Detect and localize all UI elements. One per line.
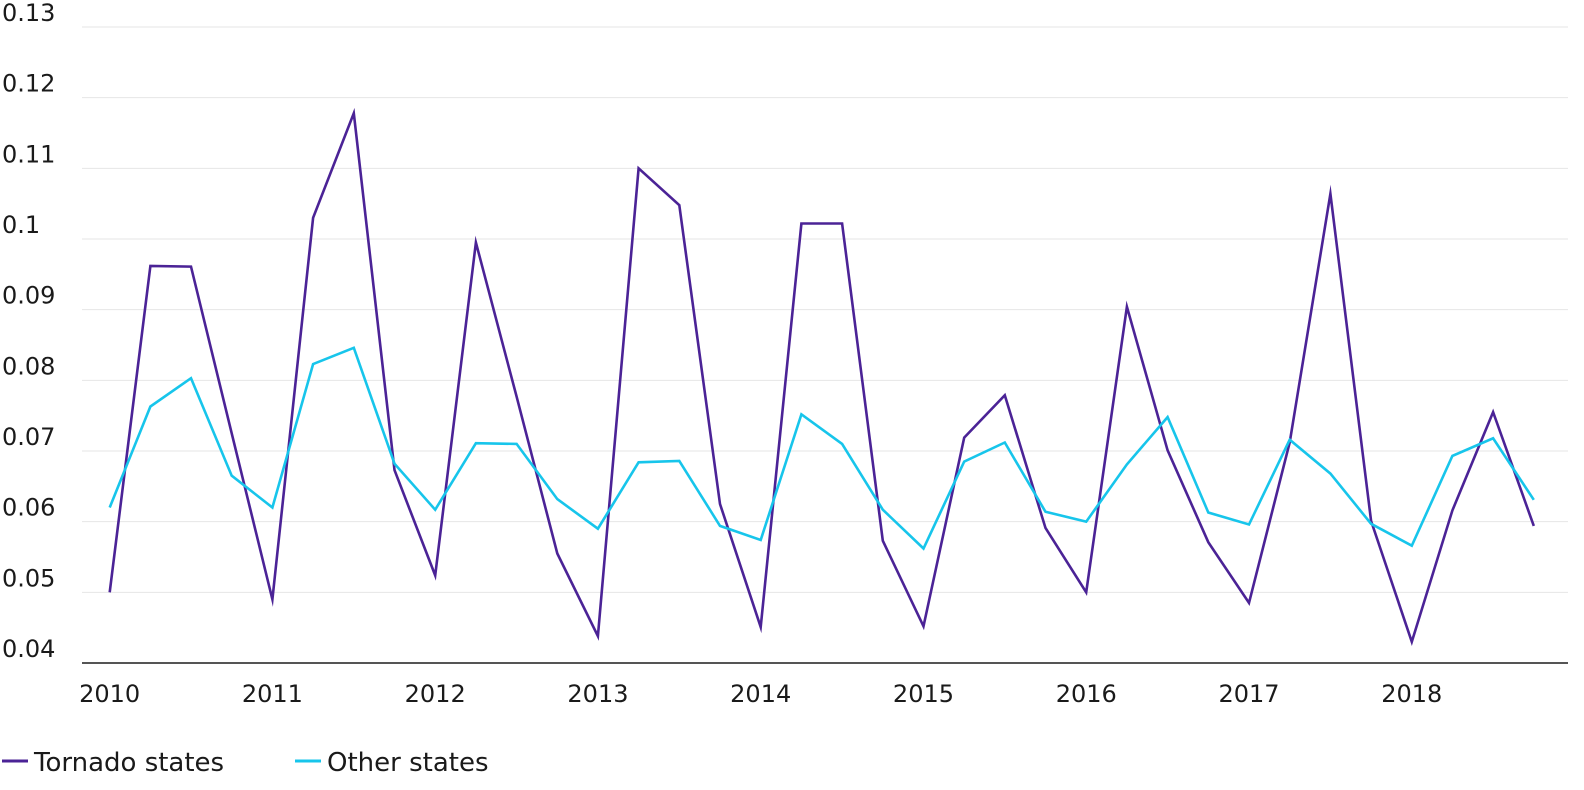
x-tick-label: 2015 <box>893 680 954 708</box>
x-tick-label: 2012 <box>405 680 466 708</box>
legend: Tornado states Other states <box>2 748 489 778</box>
y-axis: 0.04 0.05 0.06 0.07 0.08 0.09 0.1 0.11 0.12 0.13 <box>2 0 55 663</box>
series-line-other-states <box>108 346 1535 551</box>
legend-item-other-states: Other states <box>295 748 489 778</box>
series-line-tornado-states <box>108 107 1536 647</box>
x-tick-label: 2010 <box>79 680 140 708</box>
x-tick-label: 2017 <box>1218 680 1279 708</box>
y-tick-label: 0.12 <box>2 70 55 98</box>
y-tick-label: 0.06 <box>2 494 55 522</box>
y-tick-label: 0.09 <box>2 282 55 310</box>
gridlines <box>82 26 1568 593</box>
y-tick-label: 0.11 <box>2 140 55 168</box>
x-axis: 2010 2011 2012 2013 2014 2015 2016 2017 2018 <box>79 662 1568 708</box>
y-tick-label: 0.07 <box>2 423 55 451</box>
legend-label: Tornado states <box>33 748 224 778</box>
y-tick-label: 0.05 <box>2 564 55 592</box>
x-tick-label: 2011 <box>242 680 303 708</box>
x-tick-label: 2013 <box>567 680 628 708</box>
y-tick-label: 0.04 <box>2 635 55 663</box>
x-tick-label: 2014 <box>730 680 791 708</box>
series-lines <box>108 107 1536 647</box>
legend-item-tornado-states: Tornado states <box>2 748 224 778</box>
x-tick-label: 2018 <box>1381 680 1442 708</box>
legend-label: Other states <box>327 748 489 778</box>
y-tick-label: 0.08 <box>2 352 55 380</box>
y-tick-label: 0.1 <box>2 211 40 239</box>
y-tick-label: 0.13 <box>2 0 55 27</box>
x-tick-label: 2016 <box>1056 680 1117 708</box>
